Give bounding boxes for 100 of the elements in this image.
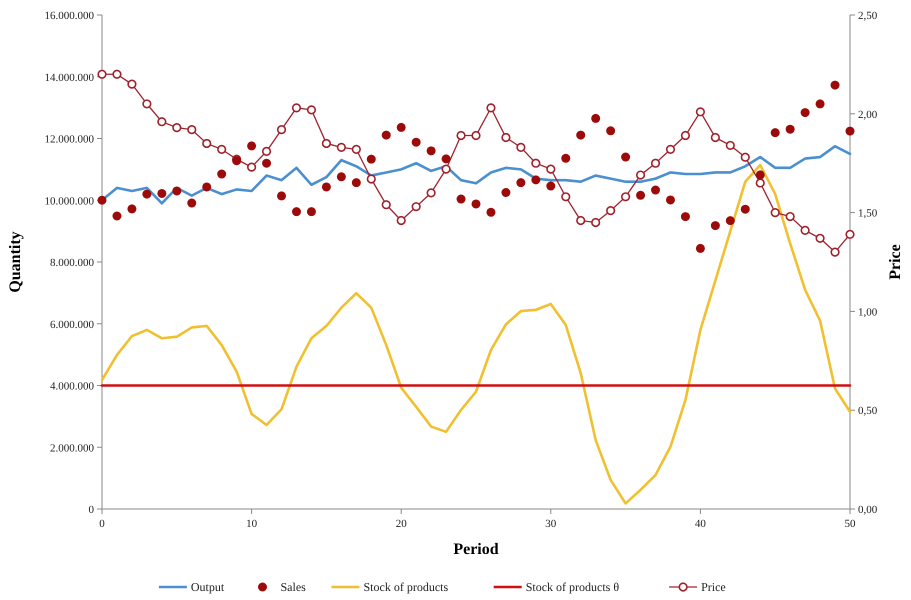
point <box>591 114 600 123</box>
point <box>501 188 510 198</box>
point <box>456 194 466 204</box>
point <box>501 132 511 142</box>
y-tick-label: 6.000.000 <box>50 318 94 331</box>
y-axis-title: Quantity <box>7 231 24 293</box>
point <box>157 117 166 126</box>
point <box>217 170 226 179</box>
x-tick-label: 20 <box>396 518 408 530</box>
point <box>756 178 765 188</box>
point <box>412 202 421 212</box>
point <box>845 230 855 239</box>
point <box>486 208 496 217</box>
point <box>606 126 616 136</box>
point <box>546 164 556 174</box>
line-series <box>100 164 852 505</box>
point <box>142 190 152 199</box>
y2-tick-label: 0,50 <box>858 405 878 418</box>
y-tick-label: 4.000.000 <box>50 380 94 392</box>
point <box>426 146 436 156</box>
legend-label: Stock of products <box>364 580 448 594</box>
point <box>710 132 720 142</box>
point <box>516 142 526 152</box>
point <box>292 103 302 112</box>
x-axis-title: Period <box>453 541 499 558</box>
point <box>621 192 630 202</box>
x-tick-label: 40 <box>694 518 706 530</box>
point <box>666 195 675 204</box>
y2-tick-label: 1,50 <box>858 208 878 220</box>
point <box>651 186 660 195</box>
y-tick-label: 2.000.000 <box>50 442 94 454</box>
point <box>561 154 570 163</box>
y2-tick-label: 2,50 <box>858 10 878 22</box>
y-tick-label: 16.000.000 <box>44 10 94 22</box>
point <box>396 122 406 132</box>
point <box>441 164 451 174</box>
point <box>277 191 286 200</box>
point <box>636 190 646 200</box>
point <box>127 80 137 89</box>
point <box>800 226 810 235</box>
point <box>247 141 256 150</box>
point <box>830 80 840 90</box>
point <box>740 204 750 214</box>
point <box>680 212 690 222</box>
point <box>666 144 676 154</box>
point <box>262 158 272 168</box>
point <box>621 152 630 162</box>
point <box>740 152 750 162</box>
point <box>576 216 586 226</box>
point <box>531 175 540 184</box>
point <box>696 244 705 253</box>
point <box>816 99 825 108</box>
point <box>336 172 346 182</box>
point <box>576 130 586 140</box>
point <box>486 103 496 112</box>
point <box>815 234 825 243</box>
point <box>786 124 795 134</box>
x-tick-label: 30 <box>545 518 557 530</box>
point <box>770 128 780 138</box>
legend-label: Stock of products θ <box>526 580 620 594</box>
point <box>531 158 540 168</box>
legend-label: Sales <box>280 580 306 594</box>
point <box>382 200 391 210</box>
point <box>187 125 196 134</box>
point <box>202 182 212 192</box>
y-tick-label: 14.000.000 <box>44 72 94 84</box>
point <box>472 199 480 208</box>
point <box>546 182 556 191</box>
point <box>157 188 166 198</box>
point <box>650 158 660 168</box>
point <box>322 182 331 192</box>
y-tick-label: 0 <box>88 504 94 516</box>
point <box>172 186 182 196</box>
point <box>172 123 182 132</box>
point <box>591 218 600 228</box>
point <box>710 221 720 230</box>
point <box>352 144 361 154</box>
y-tick-label: 10.000.000 <box>44 195 94 208</box>
point <box>366 154 376 164</box>
point <box>112 211 122 220</box>
point <box>247 162 256 172</box>
point <box>366 174 376 184</box>
point <box>770 208 780 218</box>
point <box>696 107 705 116</box>
point <box>726 216 735 226</box>
y2-tick-label: 0,00 <box>858 504 878 516</box>
point <box>336 142 346 152</box>
point <box>262 146 272 156</box>
x-tick-label: 0 <box>99 518 106 530</box>
point <box>382 130 391 140</box>
point <box>97 70 107 79</box>
point <box>98 196 106 205</box>
y-tick-label: 12.000.000 <box>44 134 94 146</box>
point <box>426 188 436 198</box>
point <box>142 99 152 109</box>
point <box>800 108 810 118</box>
point <box>442 154 451 164</box>
point <box>202 138 212 148</box>
point <box>830 248 840 257</box>
point <box>127 204 136 214</box>
